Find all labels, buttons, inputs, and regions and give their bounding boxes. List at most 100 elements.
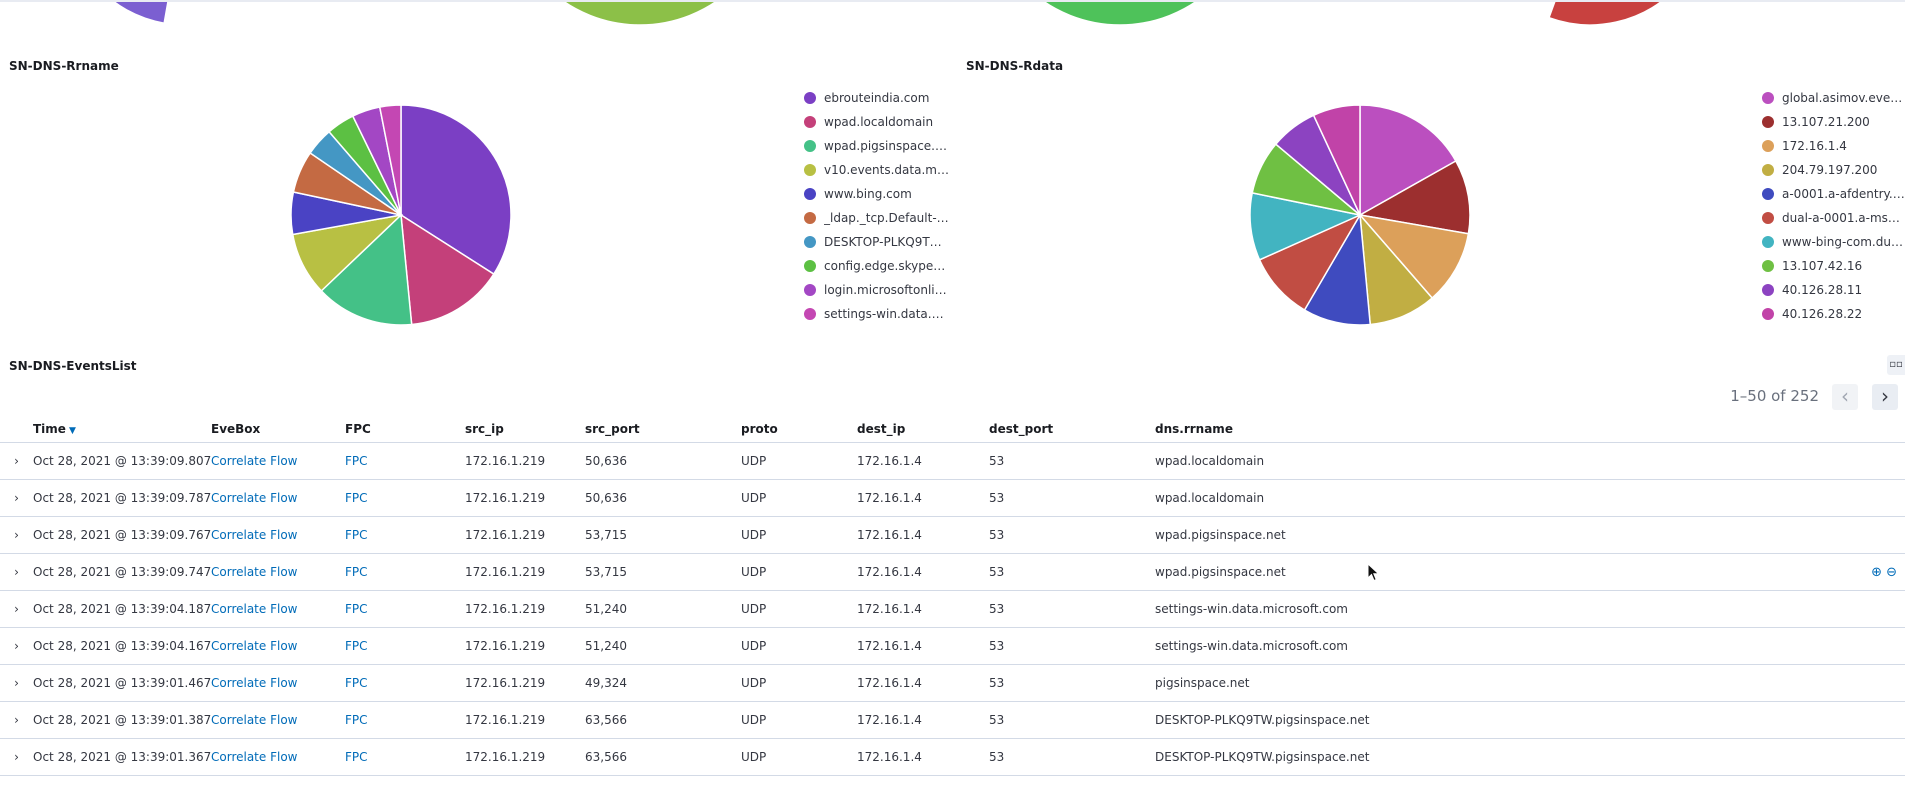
rrname-pie-slice[interactable]	[400, 213, 495, 326]
rrname-pie-slice[interactable]	[320, 213, 413, 326]
expand-row-chevron-icon[interactable]: ›	[0, 627, 33, 665]
table-row[interactable]: › Oct 28, 2021 @ 13:39:09.767 Correlate Fl…	[0, 516, 1905, 554]
rdata-pie-slice[interactable]	[1359, 104, 1457, 217]
column-header-dest_port[interactable]: dest_port	[989, 416, 1155, 443]
table-row[interactable]: › Oct 28, 2021 @ 13:39:09.747 Correlate Fl…	[0, 553, 1905, 591]
rdata-legend-item[interactable]: dual-a-0001.a-mse…	[1762, 206, 1905, 230]
cell-evebox[interactable]: Correlate Flow	[211, 442, 345, 480]
cell-evebox[interactable]: Correlate Flow	[211, 627, 345, 665]
table-row[interactable]: › Oct 28, 2021 @ 13:39:04.187 Correlate Fl…	[0, 590, 1905, 628]
expand-row-chevron-icon[interactable]: ›	[0, 442, 33, 480]
cell-proto: UDP	[741, 701, 857, 739]
rrname-legend-item[interactable]: v10.events.data.mic…	[804, 158, 949, 182]
cell-fpc[interactable]: FPC	[345, 627, 465, 665]
rdata-legend-item[interactable]: a-0001.a-afdentry.n…	[1762, 182, 1905, 206]
rrname-legend-label: ebrouteindia.com	[824, 91, 930, 105]
sort-descending-icon[interactable]: ▼	[68, 426, 76, 436]
rdata-legend-item[interactable]: 40.126.28.11	[1762, 278, 1905, 302]
cell-fpc[interactable]: FPC	[345, 701, 465, 739]
rrname-legend-label: DESKTOP-PLKQ9T…	[824, 235, 942, 249]
pagination-count: 1–50 of 252	[1730, 387, 1819, 405]
table-row[interactable]: › Oct 28, 2021 @ 13:39:09.787 Correlate Fl…	[0, 479, 1905, 517]
table-row[interactable]: › Oct 28, 2021 @ 13:39:04.167 Correlate Fl…	[0, 627, 1905, 665]
rdata-pie-slice[interactable]	[1358, 213, 1470, 300]
rrname-legend-item[interactable]: wpad.localdomain	[804, 110, 949, 134]
expand-row-chevron-icon[interactable]: ›	[0, 590, 33, 628]
column-header-src_port[interactable]: src_port	[585, 416, 741, 443]
rrname-legend-item[interactable]: www.bing.com	[804, 182, 949, 206]
cell-fpc[interactable]: FPC	[345, 553, 465, 591]
table-row[interactable]: › Oct 28, 2021 @ 13:39:01.467 Correlate Fl…	[0, 664, 1905, 702]
filter-for-value-icon[interactable]: ⊕	[1871, 564, 1887, 580]
legend-color-dot-icon	[804, 164, 816, 176]
legend-color-dot-icon	[804, 260, 816, 272]
rrname-legend-item[interactable]: config.edge.skype.c…	[804, 254, 949, 278]
cell-evebox[interactable]: Correlate Flow	[211, 479, 345, 517]
rdata-legend-label: 13.107.21.200	[1782, 115, 1870, 129]
column-header-dest_ip[interactable]: dest_ip	[857, 416, 989, 443]
rrname-legend-label: login.microsoftonlin…	[824, 283, 949, 297]
cell-evebox[interactable]: Correlate Flow	[211, 590, 345, 628]
cell-evebox[interactable]: Correlate Flow	[211, 738, 345, 776]
column-header-label: proto	[741, 422, 778, 436]
rdata-legend-item[interactable]: 40.126.28.22	[1762, 302, 1905, 326]
cell-fpc[interactable]: FPC	[345, 516, 465, 554]
cell-evebox[interactable]: Correlate Flow	[211, 701, 345, 739]
cell-time: Oct 28, 2021 @ 13:39:01.387	[33, 701, 211, 739]
cell-fpc[interactable]: FPC	[345, 738, 465, 776]
table-row[interactable]: › Oct 28, 2021 @ 13:39:09.807 Correlate Fl…	[0, 442, 1905, 480]
cell-dest_ip: 172.16.1.4	[857, 442, 989, 480]
rdata-legend-item[interactable]: 13.107.21.200	[1762, 110, 1905, 134]
cell-evebox[interactable]: Correlate Flow	[211, 553, 345, 591]
chevron-right-icon[interactable]: ›	[1872, 384, 1898, 410]
expand-row-chevron-icon[interactable]: ›	[0, 664, 33, 702]
fullscreen-icon[interactable]: ▫▫	[1887, 355, 1905, 375]
cell-fpc[interactable]: FPC	[345, 590, 465, 628]
expand-row-chevron-icon[interactable]: ›	[0, 553, 33, 591]
rdata-legend-item[interactable]: 204.79.197.200	[1762, 158, 1905, 182]
cell-evebox[interactable]: Correlate Flow	[211, 664, 345, 702]
column-header-time[interactable]: Time ▼	[33, 416, 211, 443]
expand-row-chevron-icon[interactable]: ›	[0, 701, 33, 739]
rdata-pie-chart	[1249, 104, 1471, 326]
column-header-fpc[interactable]: FPC	[345, 416, 465, 443]
expand-row-chevron-icon[interactable]: ›	[0, 738, 33, 776]
cell-rrname: wpad.pigsinspace.net	[1155, 553, 1775, 591]
expand-row-chevron-icon[interactable]: ›	[0, 479, 33, 517]
filter-out-value-icon[interactable]: ⊖	[1886, 564, 1897, 580]
rrname-legend-item[interactable]: _ldap._tcp.Default-F…	[804, 206, 949, 230]
rrname-legend-item[interactable]: ebrouteindia.com	[804, 86, 949, 110]
cell-proto: UDP	[741, 627, 857, 665]
rdata-pie-slice[interactable]	[1312, 104, 1361, 216]
rdata-legend-item[interactable]: global.asimov.event…	[1762, 86, 1905, 110]
column-header-src_ip[interactable]: src_ip	[465, 416, 585, 443]
column-header-label: Time	[33, 422, 66, 436]
rrname-legend-item[interactable]: login.microsoftonlin…	[804, 278, 949, 302]
rrname-pie-slice[interactable]	[378, 104, 402, 216]
rdata-legend-label: 40.126.28.22	[1782, 307, 1863, 321]
cell-fpc[interactable]: FPC	[345, 479, 465, 517]
rdata-legend-item[interactable]: www-bing-com.dua…	[1762, 230, 1905, 254]
rrname-legend-item[interactable]: DESKTOP-PLKQ9T…	[804, 230, 949, 254]
column-header-rrname[interactable]: dns.rrname	[1155, 416, 1775, 443]
column-header-evebox[interactable]: EveBox	[211, 416, 345, 443]
cell-evebox[interactable]: Correlate Flow	[211, 516, 345, 554]
cell-dest_ip: 172.16.1.4	[857, 738, 989, 776]
rdata-legend-item[interactable]: 172.16.1.4	[1762, 134, 1905, 158]
table-row[interactable]: › Oct 28, 2021 @ 13:39:01.387 Correlate Fl…	[0, 701, 1905, 739]
filter-actions-cell	[1775, 627, 1905, 665]
chevron-left-icon[interactable]: ‹	[1832, 384, 1858, 410]
rrname-legend-item[interactable]: settings-win.data.m…	[804, 302, 949, 326]
legend-color-dot-icon	[804, 236, 816, 248]
cell-src_port: 53,715	[585, 553, 741, 591]
rrname-legend-item[interactable]: wpad.pigsinspace.net	[804, 134, 949, 158]
column-header-proto[interactable]: proto	[741, 416, 857, 443]
column-header-label: src_port	[585, 422, 640, 436]
rdata-legend-item[interactable]: 13.107.42.16	[1762, 254, 1905, 278]
expand-row-chevron-icon[interactable]: ›	[0, 516, 33, 554]
filter-actions-cell	[1775, 442, 1905, 480]
table-row[interactable]: › Oct 28, 2021 @ 13:39:01.367 Correlate Fl…	[0, 738, 1905, 776]
cell-fpc[interactable]: FPC	[345, 442, 465, 480]
rdata-pie-slice[interactable]	[1357, 159, 1471, 235]
cell-fpc[interactable]: FPC	[345, 664, 465, 702]
